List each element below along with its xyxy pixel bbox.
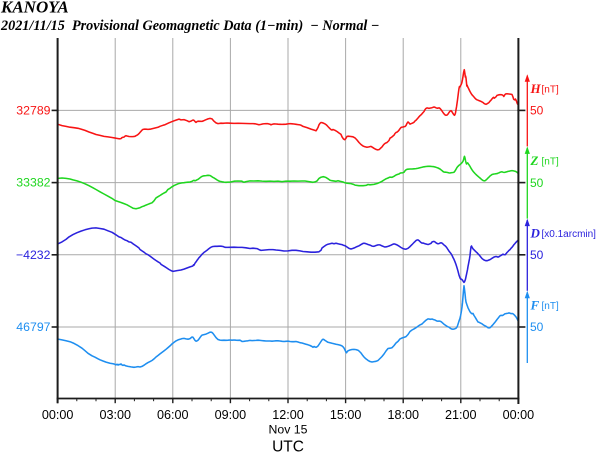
svg-text:H: H bbox=[530, 81, 542, 96]
svg-text:03:00: 03:00 bbox=[99, 408, 131, 422]
svg-text:00:00: 00:00 bbox=[503, 408, 535, 422]
svg-text:06:00: 06:00 bbox=[157, 408, 189, 422]
svg-text:[nT]: [nT] bbox=[542, 301, 559, 312]
svg-text:Z: Z bbox=[530, 153, 539, 168]
svg-text:50: 50 bbox=[530, 248, 544, 262]
svg-text:KANOYA: KANOYA bbox=[0, 0, 69, 17]
svg-text:46797: 46797 bbox=[16, 320, 50, 334]
svg-text:00:00: 00:00 bbox=[42, 408, 74, 422]
svg-text:Nov 15: Nov 15 bbox=[269, 423, 308, 437]
svg-text:12:00: 12:00 bbox=[272, 408, 304, 422]
svg-text:−4232: −4232 bbox=[16, 248, 51, 262]
svg-text:09:00: 09:00 bbox=[215, 408, 247, 422]
svg-text:F: F bbox=[530, 298, 540, 313]
svg-text:[x0.1arcmin]: [x0.1arcmin] bbox=[542, 229, 597, 240]
svg-text:2021/11/15 Provisional Geomag: 2021/11/15 Provisional Geomagnetic Data … bbox=[0, 18, 380, 34]
svg-text:18:00: 18:00 bbox=[387, 408, 419, 422]
svg-text:50: 50 bbox=[530, 176, 544, 190]
svg-text:15:00: 15:00 bbox=[330, 408, 362, 422]
svg-text:D: D bbox=[530, 225, 541, 240]
svg-text:50: 50 bbox=[530, 320, 544, 334]
svg-text:50: 50 bbox=[530, 104, 544, 118]
svg-text:[nT]: [nT] bbox=[542, 157, 559, 168]
svg-text:33382: 33382 bbox=[16, 176, 50, 190]
svg-text:32789: 32789 bbox=[16, 103, 50, 117]
svg-text:UTC: UTC bbox=[272, 439, 304, 456]
svg-text:[nT]: [nT] bbox=[542, 84, 559, 95]
svg-text:21:00: 21:00 bbox=[445, 408, 477, 422]
